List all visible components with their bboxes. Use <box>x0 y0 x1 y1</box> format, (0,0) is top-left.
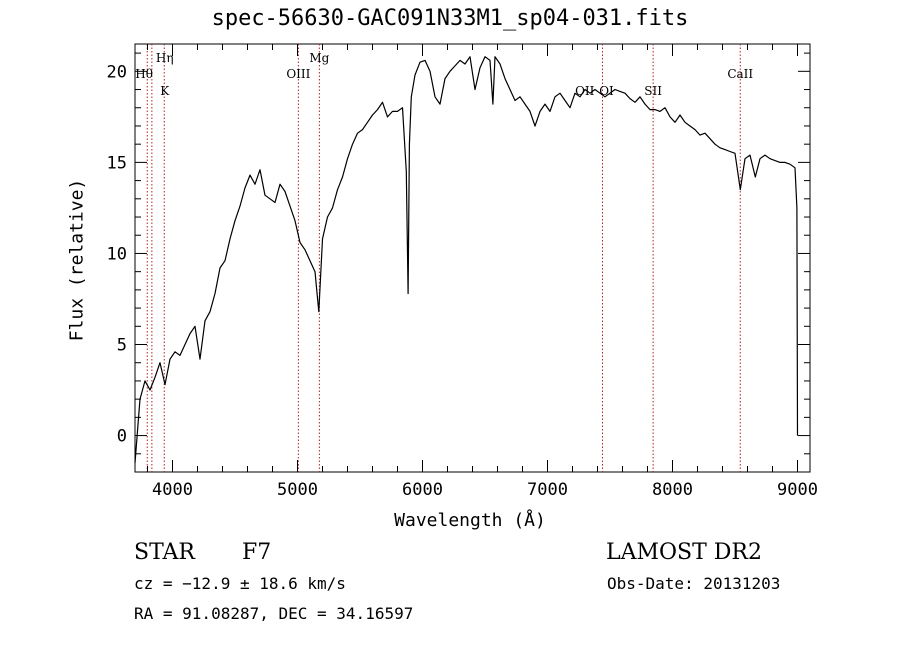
x-tick-label: 4000 <box>152 480 193 500</box>
x-tick-label: 7000 <box>527 480 568 500</box>
survey-name: LAMOST DR2 <box>606 540 762 565</box>
spectral-line-label: OIII <box>286 67 310 81</box>
obs-date: Obs-Date: 20131203 <box>607 574 781 593</box>
y-axis-label: Flux (relative) <box>66 178 88 342</box>
spectral-line-label: CaII <box>727 67 753 81</box>
y-tick-label: 0 <box>117 427 127 447</box>
y-tick-label: 5 <box>117 336 127 356</box>
spectral-line-label: SII <box>644 84 662 98</box>
ra-dec: RA = 91.08287, DEC = 34.16597 <box>134 604 414 623</box>
chart-title: spec-56630-GAC091N33M1_sp04-031.fits <box>211 6 689 31</box>
x-axis-label: Wavelength (Å) <box>394 510 546 531</box>
x-tick-label: 5000 <box>277 480 318 500</box>
x-tick-label: 9000 <box>777 480 818 500</box>
y-tick-label: 20 <box>107 62 127 82</box>
spectral-line-label: Mg <box>309 51 329 65</box>
axis-ticks <box>135 44 810 472</box>
axis-tick-labels: 4000 5000 6000 7000 8000 9000 0 5 10 15 20 <box>107 62 818 500</box>
spectrum-line <box>134 56 799 463</box>
y-tick-label: 15 <box>107 153 127 173</box>
subclass: F7 <box>242 540 272 565</box>
redshift-cz: cz = −12.9 ± 18.6 km/s <box>134 574 346 593</box>
spectral-line-label: OI <box>599 84 614 98</box>
plot-frame <box>134 43 811 473</box>
spectral-line-label: Hθ <box>135 67 153 81</box>
spectral-line-label: Hη <box>156 51 174 65</box>
spectral-line-label: K <box>160 84 170 98</box>
x-tick-label: 6000 <box>402 480 443 500</box>
y-tick-label: 10 <box>107 244 127 264</box>
x-tick-label: 8000 <box>652 480 693 500</box>
spectral-line-markers <box>146 44 741 472</box>
object-type: STAR <box>134 540 195 565</box>
spectral-line-label: OII <box>575 84 595 98</box>
